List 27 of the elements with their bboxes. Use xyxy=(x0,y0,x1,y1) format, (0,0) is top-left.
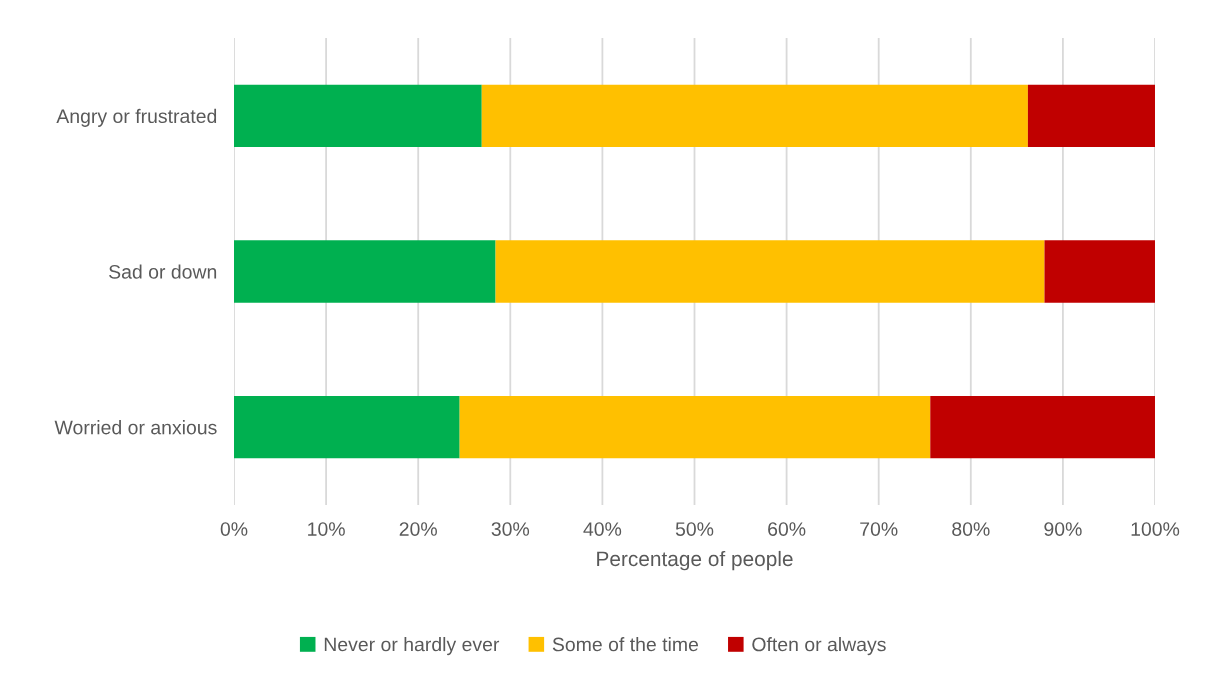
x-tick-label: 90% xyxy=(1044,522,1082,536)
legend-label: Often or always xyxy=(752,637,886,656)
bar xyxy=(495,240,1045,303)
x-tick-label: 0% xyxy=(220,522,248,536)
x-tick-label: 30% xyxy=(491,522,530,536)
x-tick-label: 40% xyxy=(583,522,622,536)
x-tick-label: 70% xyxy=(860,522,898,536)
bar xyxy=(1027,84,1155,147)
bar xyxy=(481,84,1028,147)
y-tick-label: Angry or frustrated xyxy=(56,108,217,127)
x-tick-label: 20% xyxy=(399,522,437,536)
bar xyxy=(459,396,931,459)
legend-label: Some of the time xyxy=(552,637,699,652)
x-tick-label: 10% xyxy=(308,522,345,536)
bar xyxy=(234,84,482,147)
y-tick-label: Worried or anxious xyxy=(54,420,217,435)
x-tick-label: 60% xyxy=(768,522,806,536)
x-tick-label: 80% xyxy=(952,522,990,536)
bar xyxy=(234,396,460,459)
x-tick-label: 50% xyxy=(675,522,714,536)
bar xyxy=(234,240,496,303)
x-axis-title: Percentage of people xyxy=(597,550,793,571)
y-tick-label: Sad or down xyxy=(109,264,217,279)
bar xyxy=(1044,240,1155,303)
legend-label: Never or hardly ever xyxy=(324,637,500,656)
x-tick-label: 100% xyxy=(1131,522,1180,536)
bar xyxy=(930,396,1155,459)
